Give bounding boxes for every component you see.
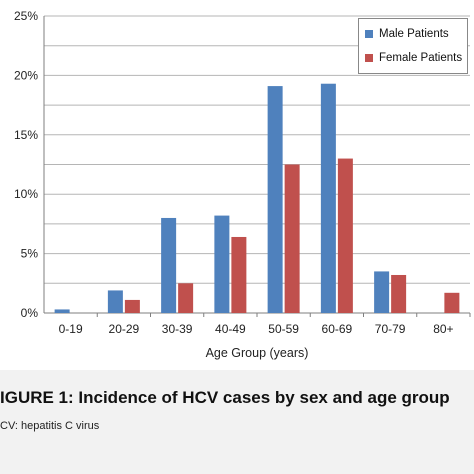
bar-male bbox=[374, 271, 390, 313]
bar-male bbox=[161, 217, 177, 313]
legend-swatch-male bbox=[365, 30, 373, 38]
bar-female bbox=[231, 236, 247, 313]
legend: Male Patients Female Patients bbox=[358, 18, 468, 74]
x-tick-label: 80+ bbox=[433, 322, 453, 336]
bar-female bbox=[444, 292, 460, 313]
bar-chart: 0% 5% 10% 15% 20% 25% 0-19 20-29 30-39 40-49 50-59… bbox=[14, 9, 471, 360]
bar-female bbox=[284, 164, 300, 313]
legend-item-female: Female Patients bbox=[365, 52, 462, 64]
bar-male bbox=[267, 86, 283, 313]
figure-note: CV: hepatitis C virus bbox=[0, 420, 100, 432]
legend-label-male: Male Patients bbox=[379, 28, 449, 40]
bar-male bbox=[107, 290, 123, 313]
y-tick-label: 20% bbox=[14, 68, 38, 82]
x-tick-label: 20-29 bbox=[109, 322, 140, 336]
x-tick-label: 30-39 bbox=[162, 322, 193, 336]
y-tick-label: 0% bbox=[21, 306, 39, 320]
y-tick-label: 25% bbox=[14, 9, 38, 23]
bar-female bbox=[391, 274, 407, 313]
x-tick-label: 0-19 bbox=[59, 322, 83, 336]
bar-male bbox=[54, 309, 70, 313]
bar-female bbox=[124, 299, 140, 313]
y-tick-label: 15% bbox=[14, 128, 38, 142]
bar-male bbox=[320, 83, 336, 313]
legend-label-female: Female Patients bbox=[379, 52, 463, 64]
y-tick-label: 5% bbox=[21, 247, 39, 261]
legend-swatch-female bbox=[365, 54, 373, 62]
chart-area: 0% 5% 10% 15% 20% 25% 0-19 20-29 30-39 40-49 50-59… bbox=[0, 0, 474, 370]
x-axis-label: Age Group (years) bbox=[206, 346, 309, 360]
bar-female bbox=[178, 283, 194, 313]
bar-female bbox=[337, 158, 353, 313]
x-tick-label: 40-49 bbox=[215, 322, 246, 336]
x-tick-label: 50-59 bbox=[268, 322, 299, 336]
legend-item-male: Male Patients bbox=[365, 28, 449, 40]
y-tick-label: 10% bbox=[14, 187, 38, 201]
figure-caption: IGURE 1: Incidence of HCV cases by sex a… bbox=[0, 388, 450, 407]
x-tick-label: 70-79 bbox=[375, 322, 406, 336]
bar-male bbox=[214, 215, 230, 313]
x-tick-label: 60-69 bbox=[322, 322, 353, 336]
